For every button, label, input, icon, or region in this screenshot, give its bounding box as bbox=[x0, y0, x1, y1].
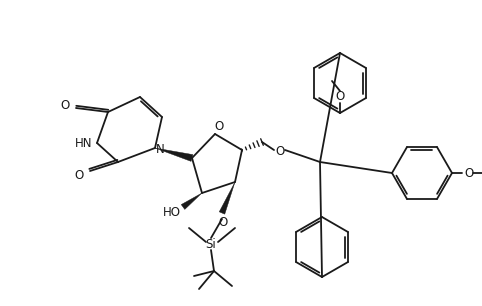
Text: O: O bbox=[464, 166, 474, 180]
Text: O: O bbox=[60, 99, 69, 111]
Polygon shape bbox=[155, 148, 193, 161]
Polygon shape bbox=[219, 182, 235, 214]
Polygon shape bbox=[181, 193, 202, 209]
Text: O: O bbox=[218, 217, 228, 230]
Text: N: N bbox=[156, 143, 164, 155]
Text: O: O bbox=[214, 120, 224, 132]
Text: O: O bbox=[275, 144, 285, 158]
Text: HN: HN bbox=[75, 136, 93, 150]
Text: O: O bbox=[74, 169, 83, 181]
Text: Si: Si bbox=[206, 237, 216, 251]
Text: O: O bbox=[335, 89, 345, 103]
Text: HO: HO bbox=[163, 206, 181, 218]
